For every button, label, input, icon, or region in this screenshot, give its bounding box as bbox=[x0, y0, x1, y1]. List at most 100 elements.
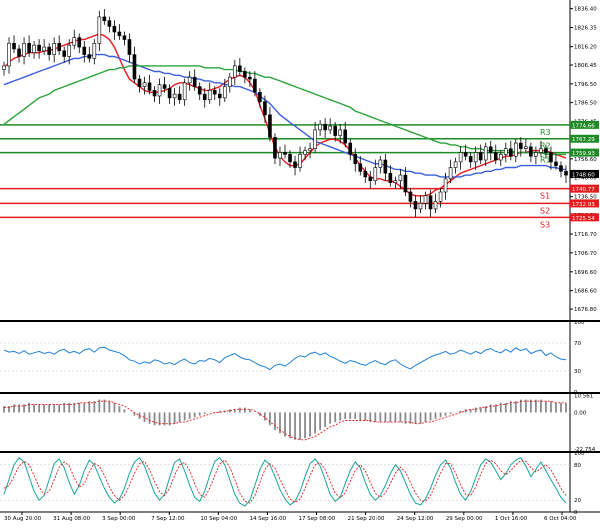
level-price-label: 1732.93 bbox=[572, 202, 595, 208]
candle-body bbox=[137, 78, 142, 87]
candle-body bbox=[132, 54, 137, 80]
candle-body bbox=[112, 26, 117, 33]
y-tick-label: 1756.60 bbox=[574, 157, 597, 163]
x-tick-label: 3 Sep 00:00 bbox=[102, 516, 136, 522]
candle-body bbox=[17, 48, 21, 57]
candle-body bbox=[117, 31, 122, 37]
level-price-box bbox=[570, 199, 599, 208]
candle-body bbox=[127, 39, 132, 55]
candle-body bbox=[107, 20, 112, 27]
candle-body bbox=[544, 148, 548, 153]
candle-body bbox=[177, 93, 182, 101]
candle-body bbox=[318, 123, 322, 131]
candle-body bbox=[298, 154, 302, 168]
candle-body bbox=[207, 90, 212, 101]
candle-body bbox=[403, 174, 408, 193]
y-tick-label: 1806.45 bbox=[574, 63, 597, 69]
candle-body bbox=[162, 84, 167, 89]
y-tick-label: 1796.50 bbox=[574, 82, 597, 88]
pane-separator bbox=[0, 451, 600, 453]
candle-body bbox=[192, 76, 197, 87]
ma-slow-line bbox=[3, 65, 566, 156]
candle-body bbox=[383, 159, 388, 174]
level-price-label: 1759.93 bbox=[572, 151, 595, 157]
candle-body bbox=[483, 146, 488, 161]
candle-body bbox=[167, 88, 172, 99]
candle-body bbox=[453, 161, 458, 168]
candle-body bbox=[22, 42, 26, 57]
candle-body bbox=[458, 152, 463, 163]
candle-body bbox=[308, 148, 312, 151]
candle-body bbox=[248, 76, 252, 80]
candle-body bbox=[278, 152, 282, 159]
candle-body bbox=[283, 152, 287, 155]
candle-body bbox=[478, 152, 483, 161]
candle-body bbox=[328, 125, 332, 131]
candle-body bbox=[253, 78, 257, 93]
candle-body bbox=[323, 123, 327, 131]
candle-body bbox=[418, 202, 423, 210]
candle-body bbox=[473, 152, 478, 163]
candle-body bbox=[509, 148, 513, 157]
macd-signal-line bbox=[4, 400, 566, 441]
candle-body bbox=[152, 90, 157, 97]
candle-body bbox=[72, 37, 77, 46]
candle-body bbox=[313, 129, 317, 150]
candle-body bbox=[363, 170, 368, 178]
candle-body bbox=[393, 180, 398, 183]
x-tick-label: 6 Oct 04:00 bbox=[544, 516, 577, 522]
rsi-y-tick-label: 30 bbox=[574, 369, 581, 375]
level-label-s3: S3 bbox=[540, 220, 550, 229]
candle-body bbox=[493, 152, 498, 161]
candle-body bbox=[353, 154, 358, 165]
rsi-y-tick-label: 70 bbox=[574, 341, 581, 347]
level-label-r1: R1 bbox=[540, 156, 551, 165]
candle-body bbox=[102, 16, 107, 22]
candle-body bbox=[333, 125, 337, 136]
rsi-line bbox=[3, 346, 567, 371]
rsi-y-tick-label: 100 bbox=[574, 320, 585, 326]
candle-body bbox=[187, 76, 192, 84]
candle-body bbox=[82, 46, 87, 55]
candle-body bbox=[228, 76, 232, 87]
macd-y-tick-label: 0.00 bbox=[574, 410, 587, 416]
candle-body bbox=[534, 152, 538, 157]
candle-body bbox=[7, 42, 11, 67]
y-tick-label: 1706.70 bbox=[574, 251, 597, 257]
level-price-label: 1740.77 bbox=[572, 187, 595, 193]
x-tick-label: 21 Sep 20:00 bbox=[348, 516, 385, 522]
y-tick-label: 1716.70 bbox=[574, 232, 597, 238]
candle-body bbox=[122, 35, 127, 40]
candle-body bbox=[67, 44, 72, 57]
candle-body bbox=[97, 16, 102, 44]
candle-body bbox=[519, 142, 523, 150]
y-tick-label: 1736.50 bbox=[574, 195, 597, 201]
y-tick-label: 1826.35 bbox=[574, 26, 597, 32]
candle-body bbox=[468, 155, 473, 163]
candle-body bbox=[559, 165, 563, 172]
level-price-box bbox=[570, 134, 599, 143]
candle-body bbox=[258, 91, 262, 102]
level-label-s1: S1 bbox=[540, 192, 550, 201]
current-price-label: 1748.60 bbox=[572, 172, 595, 178]
candle-body bbox=[348, 142, 353, 155]
level-price-box bbox=[570, 184, 599, 193]
candle-body bbox=[514, 142, 518, 157]
candle-body bbox=[503, 148, 508, 155]
x-tick-label: 14 Sep 16:00 bbox=[249, 516, 286, 522]
candle-body bbox=[12, 42, 16, 50]
candle-body bbox=[263, 101, 267, 116]
x-tick-label: 29 Sep 00:00 bbox=[446, 516, 483, 522]
y-tick-label: 1686.60 bbox=[574, 289, 597, 295]
candle-body bbox=[52, 42, 56, 55]
candle-body bbox=[77, 37, 82, 48]
rsi-y-tick-label: 0 bbox=[574, 390, 578, 396]
candle-body bbox=[358, 163, 363, 172]
candle-body bbox=[338, 129, 342, 136]
candle-body bbox=[303, 150, 307, 155]
stoch-signal-line bbox=[3, 459, 567, 504]
ma-mid-line bbox=[3, 53, 566, 178]
candle-body bbox=[529, 146, 533, 157]
